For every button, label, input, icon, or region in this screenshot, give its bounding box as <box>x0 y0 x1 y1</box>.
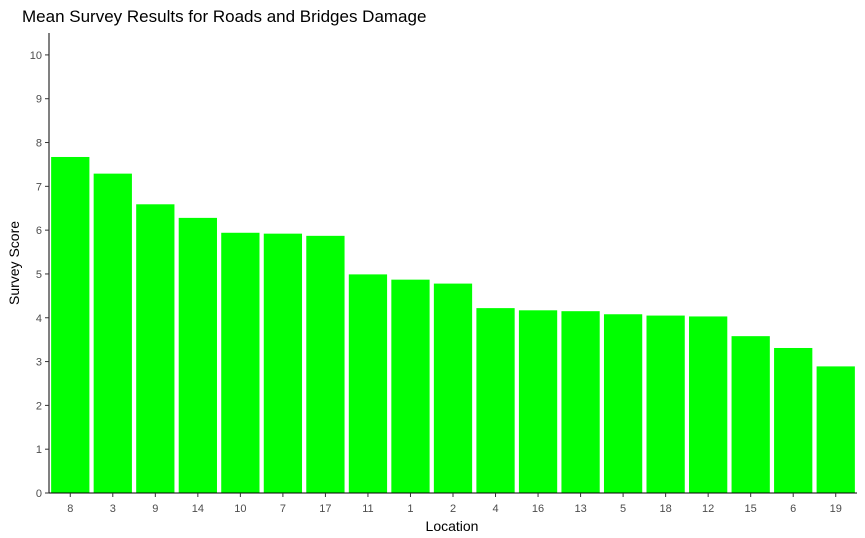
bar-location-2 <box>433 283 473 493</box>
bar-location-3 <box>93 173 132 493</box>
x-tick-label: 12 <box>702 503 714 515</box>
y-tick-label: 9 <box>36 94 42 106</box>
x-tick-label: 16 <box>532 503 544 515</box>
chart-title: Mean Survey Results for Roads and Bridge… <box>22 7 426 26</box>
bar-location-13 <box>561 311 600 493</box>
x-tick-label: 17 <box>319 503 331 515</box>
y-tick-label: 2 <box>36 400 42 412</box>
x-tick-label: 7 <box>280 503 286 515</box>
x-tick-label: 19 <box>830 503 842 515</box>
y-tick-label: 1 <box>36 444 42 456</box>
bar-location-17 <box>306 235 345 493</box>
bar-location-5 <box>603 314 643 493</box>
bars-group <box>51 156 855 494</box>
bar-location-19 <box>816 366 855 493</box>
bar-location-16 <box>518 310 558 493</box>
y-tick-label: 5 <box>36 269 42 281</box>
bar-location-1 <box>391 279 430 493</box>
bar-location-9 <box>136 204 175 494</box>
x-tick-label: 3 <box>110 503 116 515</box>
y-tick-label: 4 <box>36 313 42 325</box>
x-tick-label: 10 <box>234 503 246 515</box>
bar-location-6 <box>774 347 813 493</box>
bar-location-11 <box>348 274 388 493</box>
x-tick-label: 18 <box>660 503 672 515</box>
bar-location-10 <box>221 232 260 493</box>
x-axis-title: Location <box>426 518 479 534</box>
bar-location-14 <box>178 217 217 493</box>
x-tick-label: 8 <box>67 503 73 515</box>
x-tick-label: 14 <box>192 503 204 515</box>
bar-location-15 <box>731 336 770 493</box>
x-tick-label: 11 <box>362 503 373 515</box>
x-tick-label: 4 <box>492 503 498 515</box>
bar-location-18 <box>646 315 685 493</box>
x-tick-label: 9 <box>152 503 158 515</box>
y-axis-title: Survey Score <box>6 221 22 305</box>
bar-location-8 <box>51 156 90 494</box>
x-tick-label: 5 <box>620 503 626 515</box>
x-axis: 8 3 9 14 10 7 17 11 1 2 4 16 13 5 18 12 15 6 19 <box>49 492 857 515</box>
bar-location-12 <box>689 316 728 493</box>
y-tick-label: 10 <box>30 50 42 62</box>
y-tick-label: 6 <box>36 225 42 237</box>
y-tick-label: 3 <box>36 357 42 369</box>
x-tick-label: 13 <box>574 503 586 515</box>
y-tick-label: 8 <box>36 138 42 150</box>
y-tick-label: 7 <box>36 181 42 193</box>
x-tick-label: 2 <box>450 503 456 515</box>
x-tick-label: 1 <box>407 503 413 515</box>
bar-location-7 <box>263 233 303 493</box>
x-tick-label: 6 <box>790 503 796 515</box>
y-tick-label: 0 <box>36 488 42 500</box>
bar-location-4 <box>476 308 515 493</box>
y-axis: 0 1 2 3 4 5 6 7 8 9 10 <box>30 33 50 500</box>
x-tick-label: 15 <box>745 503 757 515</box>
